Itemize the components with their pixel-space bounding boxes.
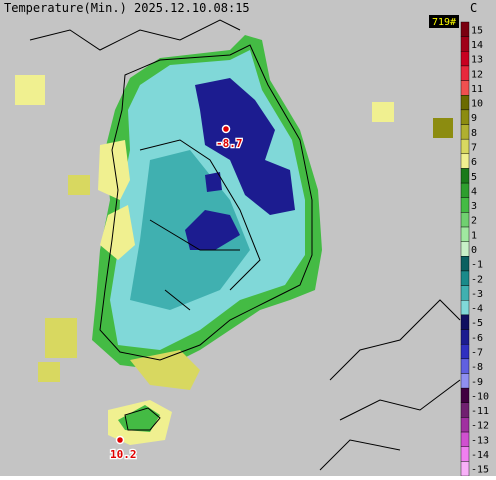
scale-band xyxy=(460,373,470,389)
scale-band xyxy=(460,80,470,96)
scale-label: 13 xyxy=(471,55,483,66)
scale-label: -5 xyxy=(471,318,483,329)
scale-band xyxy=(460,343,470,360)
jeju-coast xyxy=(124,407,161,431)
marker-label: -8.7 xyxy=(216,137,243,150)
island-patch xyxy=(45,318,77,358)
scale-band xyxy=(460,109,470,125)
scale-band xyxy=(460,329,470,345)
temperature-field xyxy=(15,35,453,445)
scale-label: 14 xyxy=(471,40,483,51)
markers: -8.7 10.2 xyxy=(109,124,244,462)
scale-label: 7 xyxy=(471,142,477,153)
scale-label: -14 xyxy=(471,450,489,461)
scale-label: 5 xyxy=(471,172,477,183)
scale-band xyxy=(460,138,470,155)
scale-label: -1 xyxy=(471,260,483,271)
scale-label: -7 xyxy=(471,348,483,359)
border-line xyxy=(29,19,241,51)
scale-label: 10 xyxy=(471,99,483,110)
min-marker xyxy=(221,124,231,134)
scale-band xyxy=(460,226,470,242)
scale-band xyxy=(460,461,470,477)
scale-band xyxy=(460,314,470,330)
jeju-center xyxy=(118,405,160,432)
scale-band xyxy=(460,431,470,447)
scale-band xyxy=(460,124,470,140)
count-box xyxy=(429,15,459,28)
scale-label: 8 xyxy=(471,128,477,139)
scale-label: -2 xyxy=(471,274,483,285)
scale-band xyxy=(460,36,470,52)
scale-label: -12 xyxy=(471,421,489,432)
unit: C xyxy=(470,1,477,15)
scale-label: 0 xyxy=(471,245,477,256)
scale-label: 2 xyxy=(471,216,477,227)
marker-label: 10.2 xyxy=(110,448,137,461)
scale-band xyxy=(460,51,470,67)
scale-label: -9 xyxy=(471,377,483,388)
scale-label: 3 xyxy=(471,201,477,212)
coastlines xyxy=(29,19,461,471)
scale-band xyxy=(460,95,470,111)
scale-label: 15 xyxy=(471,25,483,36)
scale-band xyxy=(460,300,470,316)
cold-core xyxy=(195,78,295,215)
scale-band xyxy=(460,387,470,403)
scale-band xyxy=(460,168,470,184)
scale-band xyxy=(460,270,470,286)
scale-label: 6 xyxy=(471,157,477,168)
scale-band xyxy=(460,153,470,169)
island-patch xyxy=(433,118,453,138)
scale-label: 1 xyxy=(471,230,477,241)
warm-coast xyxy=(100,205,135,260)
scale-label: -13 xyxy=(471,435,489,446)
scale-label: 12 xyxy=(471,69,483,80)
scale-label: 9 xyxy=(471,113,477,124)
scale-label: -8 xyxy=(471,362,483,373)
scale-band xyxy=(460,417,470,433)
island-patch xyxy=(372,102,394,122)
max-marker xyxy=(115,435,125,445)
scale-label: -6 xyxy=(471,333,483,344)
japan-coast xyxy=(319,299,461,471)
scale-band xyxy=(460,197,470,213)
scale-label: 4 xyxy=(471,186,477,197)
scale-label: -15 xyxy=(471,465,489,476)
warm-coast xyxy=(98,140,130,200)
island-patch xyxy=(38,362,60,382)
station-count: 719# xyxy=(432,17,456,28)
scale-label: -4 xyxy=(471,304,483,315)
province-line xyxy=(139,139,261,311)
scale-band xyxy=(460,285,470,301)
title: Temperature(Min.) 2025.12.10.08:15 xyxy=(4,1,250,15)
color-scale: 1514131211109876543210-1-2-3-4-5-6-7-8-9… xyxy=(460,21,489,477)
scale-label: -3 xyxy=(471,289,483,300)
cold-patch xyxy=(205,172,222,192)
scale-band xyxy=(460,256,470,272)
scale-band xyxy=(460,212,470,228)
scale-band xyxy=(460,241,470,257)
peninsula-coast xyxy=(99,44,313,361)
scale-label: -11 xyxy=(471,406,489,417)
cold-patch xyxy=(185,210,240,250)
island-patch xyxy=(15,75,45,105)
scale-band xyxy=(460,446,470,462)
island-patch xyxy=(68,175,90,195)
scale-band xyxy=(460,402,470,418)
warm-coast xyxy=(130,350,200,390)
scale-band xyxy=(460,182,470,198)
scale-band xyxy=(460,358,470,374)
scale-band xyxy=(460,21,470,37)
scale-label: -10 xyxy=(471,391,489,402)
scale-label: 11 xyxy=(471,84,483,95)
scale-band xyxy=(460,65,470,81)
